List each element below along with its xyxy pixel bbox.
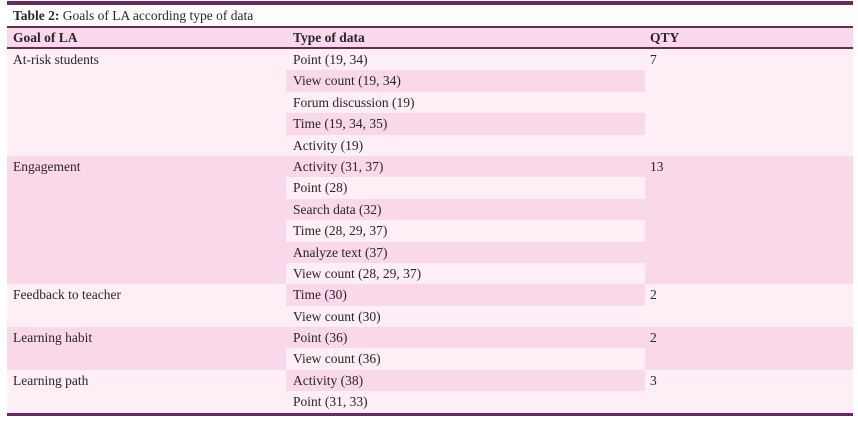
type-cell: Activity (19) <box>286 134 645 156</box>
header-type-of-data: Type of data <box>293 30 365 45</box>
table-row: Search data (32) <box>7 198 853 221</box>
type-cell: Time (19, 34, 35) <box>286 113 645 135</box>
qty-cell <box>645 70 853 92</box>
table-row: Engagement Activity (31, 37) 13 <box>7 155 853 178</box>
type-cell: Search data (32) <box>286 198 645 221</box>
goal-cell <box>7 262 286 285</box>
table-row: View count (30) <box>7 305 853 328</box>
type-cell: Time (28, 29, 37) <box>286 220 645 242</box>
table-caption-label: Table 2: <box>13 8 60 23</box>
table-row: Learning habit Point (36) 2 <box>7 327 853 349</box>
qty-cell: 2 <box>645 284 853 306</box>
table-row: Time (19, 34, 35) <box>7 113 853 135</box>
qty-cell <box>645 220 853 242</box>
table-2: Table 2: Goals of LA according type of d… <box>7 1 853 416</box>
type-cell: Time (30) <box>286 284 645 306</box>
goal-cell: At-risk students <box>7 49 286 71</box>
qty-cell <box>645 198 853 221</box>
qty-cell <box>645 113 853 135</box>
table-header-row: Goal of LA Type of data QTY <box>7 28 853 47</box>
type-cell: View count (36) <box>286 348 645 370</box>
type-cell: Analyze text (37) <box>286 241 645 263</box>
goal-cell <box>7 391 286 413</box>
type-cell: View count (19, 34) <box>286 70 645 92</box>
table-row: Analyze text (37) <box>7 241 853 263</box>
table-row: View count (19, 34) <box>7 70 853 92</box>
qty-cell <box>645 91 853 114</box>
type-cell: Point (36) <box>286 327 645 349</box>
qty-cell <box>645 177 853 199</box>
goal-cell <box>7 220 286 242</box>
table-row: Point (31, 33) <box>7 391 853 413</box>
table-body: At-risk students Point (19, 34) 7 View coun… <box>7 49 853 413</box>
type-cell: Point (28) <box>286 177 645 199</box>
caption-divider <box>7 26 853 28</box>
goal-cell <box>7 348 286 370</box>
header-divider <box>7 47 853 49</box>
table-row: Point (28) <box>7 177 853 199</box>
table-row: Activity (19) <box>7 134 853 156</box>
type-cell: Forum discussion (19) <box>286 91 645 114</box>
table-row: Forum discussion (19) <box>7 91 853 114</box>
goal-cell: Feedback to teacher <box>7 284 286 306</box>
table-bottom-border <box>7 412 853 416</box>
table-row: View count (36) <box>7 348 853 370</box>
qty-cell: 2 <box>645 327 853 349</box>
type-cell: View count (28, 29, 37) <box>286 262 645 285</box>
type-cell: Point (31, 33) <box>286 391 645 413</box>
table-row: View count (28, 29, 37) <box>7 262 853 285</box>
table-row: Feedback to teacher Time (30) 2 <box>7 284 853 306</box>
goal-cell <box>7 134 286 156</box>
qty-cell: 3 <box>645 369 853 392</box>
table-row: Learning path Activity (38) 3 <box>7 369 853 392</box>
qty-cell: 13 <box>645 155 853 178</box>
qty-cell <box>645 134 853 156</box>
qty-cell <box>645 262 853 285</box>
goal-cell <box>7 177 286 199</box>
table-caption-text: Goals of LA according type of data <box>59 8 254 23</box>
type-cell: Activity (31, 37) <box>286 155 645 178</box>
qty-cell <box>645 391 853 413</box>
qty-cell <box>645 241 853 263</box>
goal-cell <box>7 113 286 135</box>
table-caption: Table 2: Goals of LA according type of d… <box>7 5 853 26</box>
table-top-border <box>7 1 853 5</box>
type-cell: Activity (38) <box>286 369 645 392</box>
header-goal-of-la: Goal of LA <box>13 30 78 45</box>
table-row: At-risk students Point (19, 34) 7 <box>7 49 853 71</box>
goal-cell <box>7 305 286 328</box>
goal-cell <box>7 70 286 92</box>
header-qty: QTY <box>650 30 680 45</box>
goal-cell <box>7 241 286 263</box>
type-cell: Point (19, 34) <box>286 49 645 71</box>
qty-cell <box>645 348 853 370</box>
goal-cell <box>7 91 286 114</box>
type-cell: View count (30) <box>286 305 645 328</box>
goal-cell: Learning path <box>7 369 286 392</box>
goal-cell: Engagement <box>7 155 286 178</box>
goal-cell: Learning habit <box>7 327 286 349</box>
goal-cell <box>7 198 286 221</box>
table-row: Time (28, 29, 37) <box>7 220 853 242</box>
qty-cell <box>645 305 853 328</box>
qty-cell: 7 <box>645 49 853 71</box>
